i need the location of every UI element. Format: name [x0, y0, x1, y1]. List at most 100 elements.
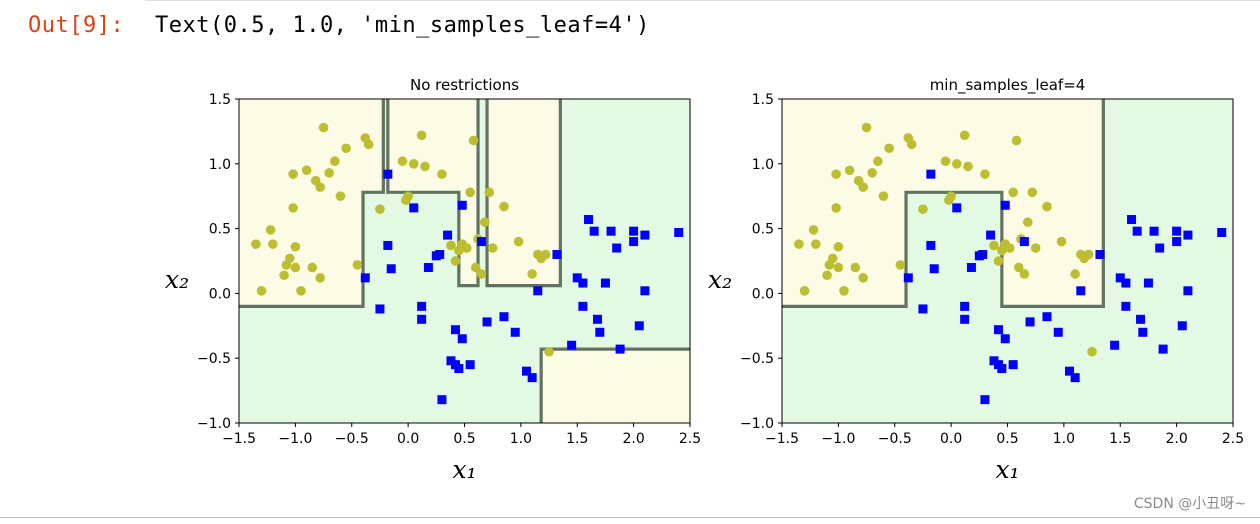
data-point-class1 [510, 327, 520, 337]
y-tick-label: 1.5 [752, 92, 774, 108]
decision-boundary [782, 99, 1105, 308]
data-point-class0 [951, 159, 962, 169]
data-point-class0 [1083, 249, 1094, 260]
data-point-class1 [960, 314, 970, 324]
data-point-class1 [584, 215, 594, 225]
data-point-class0 [861, 122, 872, 133]
data-point-class1 [1172, 226, 1182, 236]
data-point-class1 [454, 364, 464, 374]
data-point-class0 [265, 225, 276, 235]
y-tick-label: −1.0 [197, 416, 231, 432]
data-point-class1 [1076, 286, 1086, 296]
data-point-class0 [484, 187, 495, 198]
data-point-class0 [527, 269, 537, 279]
data-point-class1 [615, 344, 625, 354]
data-point-class1 [978, 250, 988, 260]
data-point-class0 [279, 270, 289, 281]
output-prompt: Out[9]: [28, 13, 125, 38]
data-point-class1 [1025, 317, 1035, 327]
data-point-class1 [640, 230, 650, 240]
data-point-class0 [878, 191, 889, 201]
data-point-class1 [360, 273, 370, 283]
data-point-class1 [572, 273, 582, 283]
data-point-class0 [833, 241, 844, 252]
data-point-class1 [443, 230, 453, 240]
data-point-class1 [600, 278, 610, 288]
data-point-class1 [1065, 366, 1075, 376]
data-point-class0 [1013, 262, 1024, 273]
data-point-class1 [423, 262, 433, 272]
x-tick-label: −1.5 [765, 431, 799, 447]
data-point-class1 [918, 304, 928, 314]
data-point-class1 [674, 227, 684, 237]
data-point-class0 [989, 240, 999, 251]
data-point-class1 [589, 226, 599, 236]
data-point-class1 [640, 286, 650, 296]
data-point-class0 [476, 269, 487, 279]
data-point-class0 [850, 262, 861, 273]
data-point-class0 [873, 156, 883, 167]
data-point-class1 [1121, 278, 1131, 288]
data-point-class0 [799, 286, 810, 296]
data-point-class1 [476, 237, 486, 247]
data-point-class0 [844, 165, 855, 176]
data-point-class1 [629, 226, 639, 236]
data-point-class0 [296, 286, 306, 296]
data-point-class0 [1004, 243, 1015, 253]
data-point-class1 [567, 340, 577, 350]
data-point-class1 [465, 360, 475, 370]
data-point-class1 [435, 250, 445, 260]
data-point-class0 [822, 270, 832, 281]
data-point-class1 [1042, 312, 1052, 322]
data-point-class1 [522, 366, 532, 376]
data-point-class1 [482, 317, 492, 327]
data-point-class1 [409, 203, 419, 213]
data-point-class0 [808, 225, 819, 235]
x-tick-label: 2.0 [1165, 431, 1187, 447]
cell-top-divider [145, 0, 1260, 1]
data-point-class1 [1217, 227, 1227, 237]
decision-boundary [239, 99, 385, 308]
data-point-class1 [552, 250, 562, 260]
data-point-class0 [335, 191, 346, 201]
data-point-class0 [831, 203, 841, 213]
y-axis-label: x₂ [708, 265, 732, 294]
data-point-class0 [1019, 269, 1030, 279]
data-point-class0 [1027, 187, 1038, 198]
data-point-class1 [1121, 301, 1131, 311]
data-point-class1 [612, 243, 622, 253]
y-tick-label: 1.0 [752, 157, 774, 173]
data-point-class1 [1172, 237, 1182, 247]
y-tick-label: 0.0 [752, 286, 774, 302]
data-point-class0 [1056, 236, 1067, 247]
output-text[interactable]: Text(0.5, 1.0, 'min_samples_leaf=4') [155, 13, 650, 38]
data-point-class0 [895, 260, 906, 270]
data-point-class0 [499, 201, 509, 212]
data-point-class0 [268, 239, 278, 249]
data-point-class0 [827, 253, 838, 264]
data-point-class1 [578, 278, 588, 288]
data-point-class0 [993, 256, 1004, 266]
data-point-class1 [634, 321, 644, 331]
data-point-class0 [363, 139, 374, 150]
data-point-class0 [1030, 243, 1041, 253]
data-point-class0 [330, 156, 340, 167]
data-point-class1 [1070, 373, 1080, 383]
data-point-class1 [578, 301, 588, 311]
x-tick-label: 0.0 [397, 431, 419, 447]
data-point-class1 [989, 356, 999, 366]
chart-title: min_samples_leaf=4 [930, 76, 1086, 95]
cell-bottom-divider [0, 517, 1260, 518]
y-tick-label: 0.0 [209, 286, 231, 302]
data-point-class1 [383, 240, 393, 250]
data-point-class0 [858, 182, 868, 192]
data-point-class1 [1115, 273, 1125, 283]
data-point-class0 [437, 169, 447, 179]
data-point-class0 [470, 262, 481, 273]
data-point-class0 [906, 139, 917, 150]
data-point-class0 [301, 165, 312, 176]
chart-panel-2: −1.5 −1.0 −0.5 0.0 0.5 1.0 1.5 2.0 2.5−1.0−0.50.… [708, 76, 1244, 484]
data-point-class0 [290, 262, 301, 273]
x-tick-label: 0.0 [940, 431, 962, 447]
data-point-class1 [1132, 226, 1142, 236]
